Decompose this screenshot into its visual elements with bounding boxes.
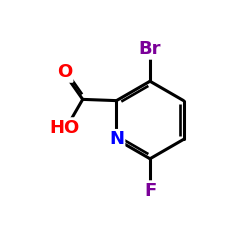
Text: F: F [144, 182, 156, 200]
Text: Br: Br [139, 40, 161, 58]
Text: N: N [109, 130, 124, 148]
Text: O: O [57, 63, 72, 81]
Text: HO: HO [49, 119, 80, 137]
